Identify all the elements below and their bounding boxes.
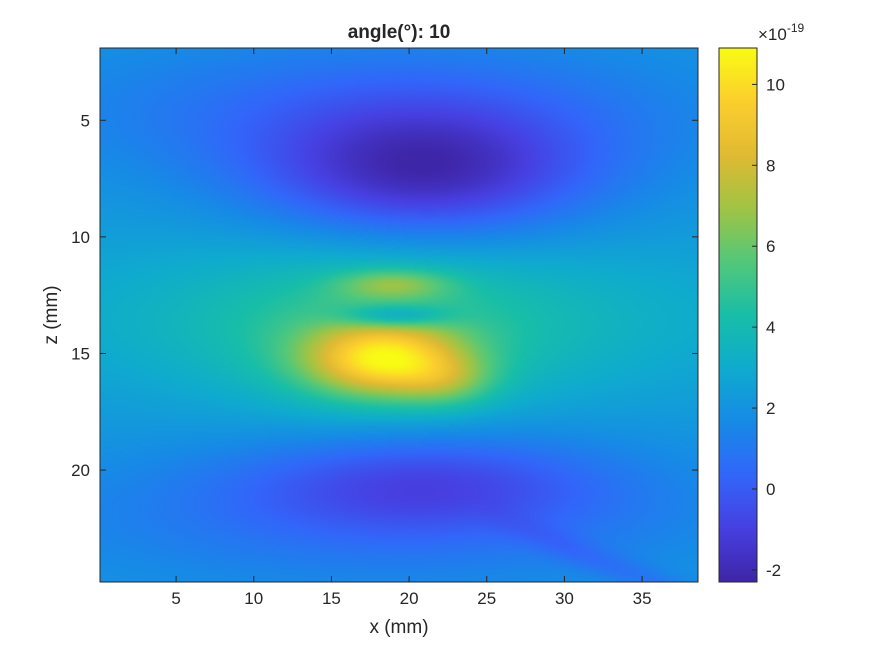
x-axis-ticks: 5 10 15 20 25 30 35 (171, 48, 652, 608)
y-tick-label: 10 (71, 228, 90, 247)
x-tick-label: 5 (171, 589, 180, 608)
y-tick-label: 20 (71, 461, 90, 480)
heatmap-image (100, 48, 698, 582)
colorbar-tick-label: 10 (766, 75, 785, 94)
plot-frame (99, 47, 699, 583)
colorbar: -2 0 2 4 6 8 10 ×10-19 (718, 21, 805, 583)
colorbar-tick-label: 6 (766, 237, 775, 256)
x-tick-label: 15 (322, 589, 341, 608)
colorbar-tick-label: 4 (766, 318, 775, 337)
colorbar-gradient (719, 48, 757, 582)
colorbar-exponent: ×10-19 (758, 21, 805, 44)
colorbar-tick-label: -2 (766, 561, 781, 580)
x-tick-label: 30 (555, 589, 574, 608)
chart-title: angle(°): 10 (348, 22, 451, 43)
x-axis-label: x (mm) (369, 617, 428, 638)
y-tick-label: 5 (81, 111, 90, 130)
y-axis-ticks: 5 10 15 20 (71, 111, 698, 480)
x-tick-label: 35 (633, 589, 652, 608)
y-axis-label: z (mm) (41, 285, 62, 344)
x-tick-label: 25 (477, 589, 496, 608)
y-tick-label: 15 (71, 344, 90, 363)
colorbar-tick-label: 0 (766, 480, 775, 499)
colorbar-frame (718, 47, 758, 583)
x-tick-label: 10 (244, 589, 263, 608)
colorbar-ticks: -2 0 2 4 6 8 10 (752, 75, 785, 580)
plot-area (99, 47, 699, 583)
colorbar-tick-label: 8 (766, 156, 775, 175)
colorbar-tick-label: 2 (766, 399, 775, 418)
x-tick-label: 20 (400, 589, 419, 608)
